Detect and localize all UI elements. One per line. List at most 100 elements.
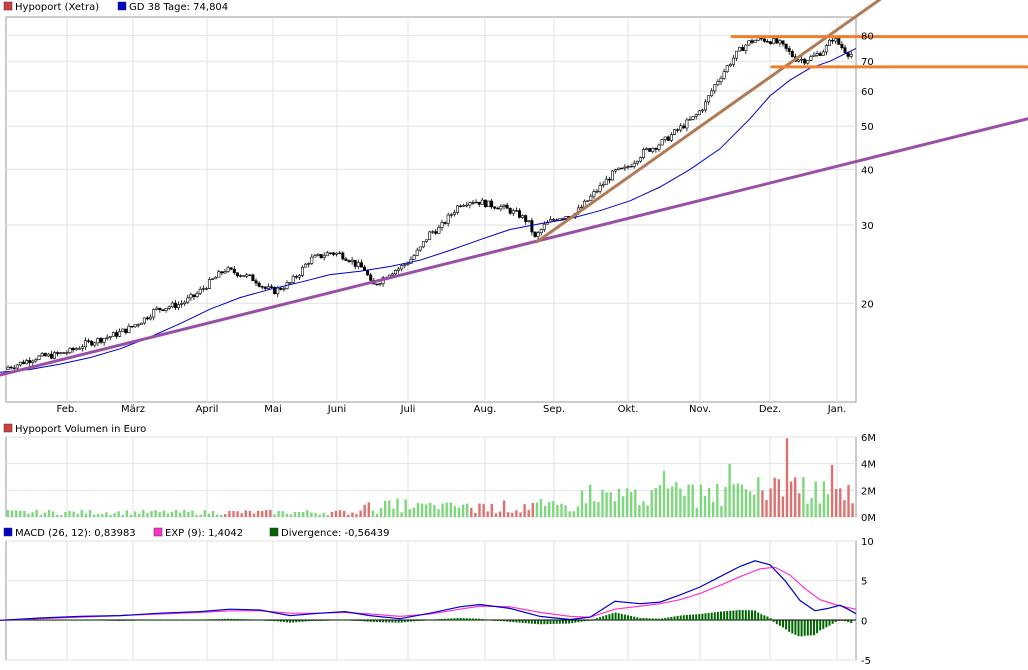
divergence-bar bbox=[131, 620, 133, 621]
candle-body bbox=[297, 275, 301, 278]
volume-bar bbox=[105, 512, 108, 517]
volume-bar bbox=[478, 503, 481, 517]
volume-bar bbox=[527, 509, 530, 517]
candle-body bbox=[679, 125, 683, 131]
divergence-bar bbox=[44, 619, 47, 621]
candle-body bbox=[452, 212, 456, 215]
divergence-bar bbox=[69, 619, 71, 621]
candle-body bbox=[443, 222, 447, 224]
divergence-bar bbox=[710, 612, 713, 621]
divergence-bar bbox=[357, 620, 360, 621]
candle-body bbox=[620, 167, 624, 170]
divergence-bar bbox=[236, 618, 239, 621]
candle-body bbox=[173, 302, 177, 309]
candle-body bbox=[803, 58, 807, 64]
candle-body bbox=[676, 129, 680, 131]
divergence-bar bbox=[512, 620, 515, 623]
trendline-support-short bbox=[535, 0, 882, 244]
divergence-bar bbox=[106, 620, 109, 621]
volume-bar bbox=[433, 505, 436, 517]
divergence-bar bbox=[233, 618, 236, 621]
volume-bar bbox=[47, 510, 51, 517]
divergence-bar bbox=[47, 619, 50, 621]
volume-bar bbox=[101, 514, 104, 517]
volume-bar bbox=[744, 489, 748, 517]
divergence-bar bbox=[627, 615, 629, 621]
candle-body bbox=[77, 348, 81, 350]
divergence-bar bbox=[406, 620, 409, 622]
price-y-tick-label: 50 bbox=[861, 122, 874, 133]
divergence-bar bbox=[310, 620, 313, 621]
divergence-bar bbox=[78, 619, 81, 621]
divergence-bar bbox=[75, 619, 78, 621]
month-label: Mai bbox=[264, 404, 282, 415]
divergence-bar bbox=[224, 618, 226, 621]
divergence-bar bbox=[568, 620, 571, 624]
candle-body bbox=[694, 114, 698, 117]
divergence-bar bbox=[301, 620, 304, 622]
divergence-bar bbox=[332, 619, 335, 621]
candle-body bbox=[409, 258, 413, 264]
candle-body bbox=[654, 147, 658, 150]
divergence-bar bbox=[375, 620, 378, 623]
candle-body bbox=[341, 252, 345, 260]
candle-body bbox=[645, 148, 649, 150]
volume-bar bbox=[76, 513, 79, 517]
candle-body bbox=[397, 268, 401, 271]
volume-bar bbox=[466, 503, 469, 517]
divergence-bar bbox=[478, 618, 481, 621]
volume-bar bbox=[6, 510, 10, 517]
candle-body bbox=[672, 129, 676, 135]
candle-body bbox=[552, 219, 556, 221]
price-y-tick-label: 30 bbox=[861, 221, 874, 232]
candle-body bbox=[155, 307, 159, 310]
divergence-bar bbox=[298, 620, 301, 622]
divergence-bar bbox=[59, 619, 62, 621]
candle-body bbox=[121, 328, 125, 332]
volume-bar bbox=[794, 477, 797, 517]
candle-body bbox=[629, 166, 633, 168]
candle-body bbox=[731, 57, 735, 65]
candle-body bbox=[282, 288, 286, 290]
divergence-bar bbox=[431, 619, 434, 621]
macd-panel: -5 0 5 10 MACD (26, 12): 0,83983 EXP (9): 1… bbox=[0, 527, 874, 667]
volume-bar bbox=[129, 514, 133, 517]
divergence-bar bbox=[205, 619, 208, 621]
price-axis-labels: 20 30 40 50 60 70 80 bbox=[861, 31, 874, 310]
candle-body bbox=[769, 41, 773, 45]
volume-bar bbox=[621, 496, 625, 517]
candle-body bbox=[325, 252, 329, 257]
candle-body bbox=[21, 361, 25, 365]
volume-bar bbox=[232, 510, 235, 517]
candle-body bbox=[812, 54, 816, 57]
candle-body bbox=[375, 283, 379, 286]
volume-bar bbox=[445, 502, 448, 517]
volume-bar bbox=[43, 512, 47, 517]
volume-bar bbox=[482, 504, 485, 517]
volume-bar bbox=[461, 504, 465, 517]
divergence-bar bbox=[323, 620, 326, 621]
candle-body bbox=[527, 220, 531, 222]
divergence-bar bbox=[828, 620, 831, 626]
volume-bar bbox=[843, 500, 846, 517]
divergence-bar bbox=[782, 620, 784, 628]
candle-body bbox=[744, 44, 748, 51]
candle-body bbox=[68, 347, 72, 353]
volume-bar bbox=[638, 505, 641, 517]
candle-body bbox=[108, 336, 112, 338]
volume-bar bbox=[597, 502, 600, 517]
legend-swatch-ma bbox=[117, 1, 127, 11]
divergence-bar bbox=[723, 611, 726, 621]
divergence-bar bbox=[732, 610, 735, 621]
divergence-bar bbox=[127, 620, 130, 621]
candle-body bbox=[607, 178, 611, 181]
divergence-bar bbox=[704, 613, 707, 621]
volume-bar bbox=[798, 493, 801, 517]
candle-body bbox=[499, 206, 503, 210]
divergence-bar bbox=[369, 620, 372, 622]
candle-body bbox=[195, 293, 199, 297]
volume-bar bbox=[617, 488, 621, 517]
divergence-bar bbox=[425, 619, 428, 621]
candle-body bbox=[115, 332, 119, 337]
candle-body bbox=[750, 40, 754, 43]
